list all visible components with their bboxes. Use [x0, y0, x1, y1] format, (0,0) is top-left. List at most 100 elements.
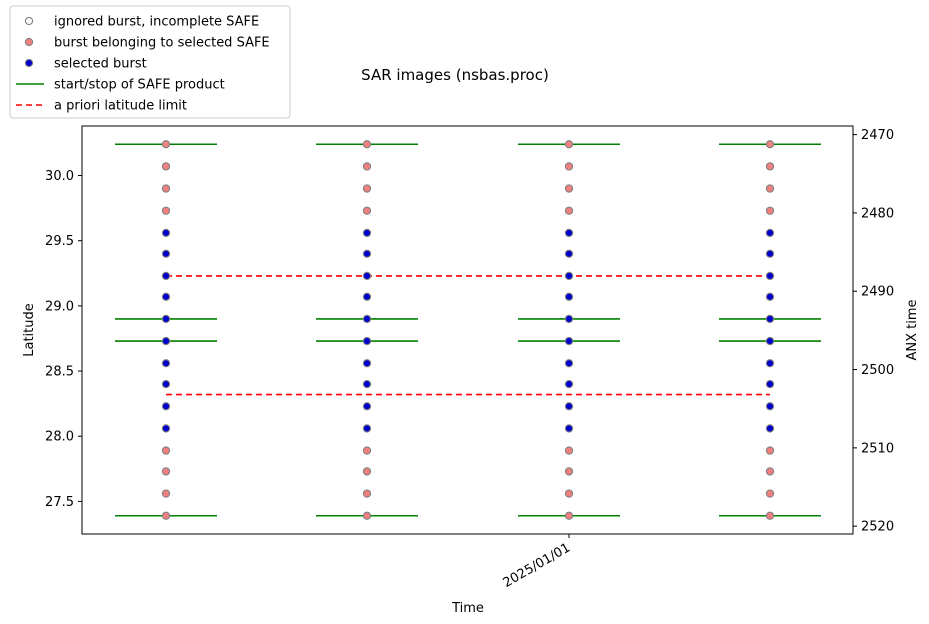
safe-burst-point	[161, 489, 171, 498]
legend-label: selected burst	[54, 57, 147, 72]
safe-burst-point	[362, 184, 372, 193]
safe-burst-point	[161, 140, 171, 149]
safe-burst-point	[765, 206, 775, 215]
legend-label: start/stop of SAFE product	[54, 78, 225, 93]
safe-burst-point	[765, 467, 775, 476]
selected-burst-point	[161, 402, 171, 411]
y-tick-label: 27.5	[45, 495, 74, 510]
y2-tick-label: 2510	[861, 441, 894, 456]
safe-burst-point	[161, 162, 171, 171]
selected-burst-point	[362, 314, 372, 324]
selected-burst-point	[564, 292, 574, 301]
y2-tick-label: 2480	[861, 206, 894, 221]
selected-burst-point	[765, 249, 775, 258]
selected-burst-point	[362, 379, 372, 389]
safe-burst-point	[161, 206, 171, 215]
legend-marker-ignored	[24, 16, 34, 26]
safe-burst-point	[362, 206, 372, 215]
x-axis-label: Time	[451, 601, 484, 616]
legend-marker	[24, 37, 34, 47]
selected-burst-point	[362, 228, 372, 238]
selected-burst-point	[362, 359, 372, 368]
legend: ignored burst, incomplete SAFE burst belo…	[9, 5, 291, 119]
selected-burst-point	[564, 379, 574, 389]
plot-area	[81, 125, 854, 535]
safe-burst-point	[362, 446, 372, 455]
y2-tick-label: 2470	[861, 128, 894, 143]
y2-tick-label: 2520	[861, 520, 894, 535]
y-axis-left: 27.5 28.0 28.5 29.0 29.5 30.0	[45, 169, 82, 510]
legend-frame	[9, 5, 291, 119]
y-tick-label: 28.5	[45, 365, 74, 380]
y-axis-right: 2470 2480 2490 2500 2510 2520	[853, 128, 894, 535]
safe-burst-point	[765, 511, 775, 520]
safe-burst-point	[161, 511, 171, 520]
x-axis: 2025/01/01	[501, 534, 573, 591]
safe-burst-point	[161, 467, 171, 476]
safe-burst-point	[564, 446, 574, 455]
safe-burst-point	[362, 511, 372, 520]
x-tick-label: 2025/01/01	[501, 540, 573, 590]
selected-burst-point	[564, 424, 574, 433]
y-tick-label: 29.5	[45, 234, 74, 249]
selected-burst-point	[564, 402, 574, 411]
legend-marker	[24, 58, 34, 68]
selected-burst-point	[765, 424, 775, 433]
chart-title: SAR images (nsbas.proc)	[361, 66, 549, 84]
y-tick-label: 28.0	[45, 430, 74, 445]
safe-burst-point	[161, 446, 171, 455]
safe-burst-point	[765, 140, 775, 149]
safe-burst-point	[765, 162, 775, 171]
safe-burst-point	[362, 489, 372, 498]
safe-burst-point	[362, 162, 372, 171]
selected-burst-point	[765, 292, 775, 301]
selected-burst-point	[362, 292, 372, 301]
legend-label: a priori latitude limit	[54, 99, 187, 114]
y-tick-label: 30.0	[45, 169, 74, 184]
selected-burst-point	[564, 271, 574, 281]
safe-burst-point	[564, 184, 574, 193]
selected-burst-point	[161, 271, 171, 281]
selected-burst-point	[161, 228, 171, 238]
selected-burst-point	[161, 292, 171, 301]
selected-burst-point	[564, 314, 574, 324]
selected-burst-point	[161, 336, 171, 346]
safe-burst-point	[362, 467, 372, 476]
selected-burst-point	[362, 424, 372, 433]
selected-burst-point	[362, 271, 372, 281]
selected-burst-point	[161, 379, 171, 389]
selected-burst-point	[362, 249, 372, 258]
safe-burst-point	[765, 489, 775, 498]
marks-layer	[115, 140, 821, 520]
selected-burst-point	[765, 402, 775, 411]
legend-label: burst belonging to selected SAFE	[54, 36, 270, 51]
safe-burst-point	[564, 511, 574, 520]
selected-burst-point	[161, 249, 171, 258]
selected-burst-point	[765, 336, 775, 346]
y2-tick-label: 2500	[861, 363, 894, 378]
selected-burst-point	[362, 402, 372, 411]
y2-tick-label: 2490	[861, 285, 894, 300]
y-axis-label: Latitude	[22, 303, 37, 357]
safe-burst-point	[564, 162, 574, 171]
selected-burst-point	[765, 379, 775, 389]
legend-label: ignored burst, incomplete SAFE	[54, 15, 259, 30]
selected-burst-point	[564, 359, 574, 368]
safe-burst-point	[564, 140, 574, 149]
selected-burst-point	[765, 228, 775, 238]
safe-burst-point	[564, 467, 574, 476]
selected-burst-point	[765, 314, 775, 324]
y2-axis-label: ANX time	[905, 299, 920, 360]
y-tick-label: 29.0	[45, 299, 74, 314]
selected-burst-point	[564, 336, 574, 346]
selected-burst-point	[564, 228, 574, 238]
safe-burst-point	[564, 206, 574, 215]
safe-burst-point	[765, 184, 775, 193]
selected-burst-point	[765, 359, 775, 368]
selected-burst-point	[161, 359, 171, 368]
selected-burst-point	[564, 249, 574, 258]
safe-burst-point	[765, 446, 775, 455]
safe-burst-point	[564, 489, 574, 498]
selected-burst-point	[765, 271, 775, 281]
